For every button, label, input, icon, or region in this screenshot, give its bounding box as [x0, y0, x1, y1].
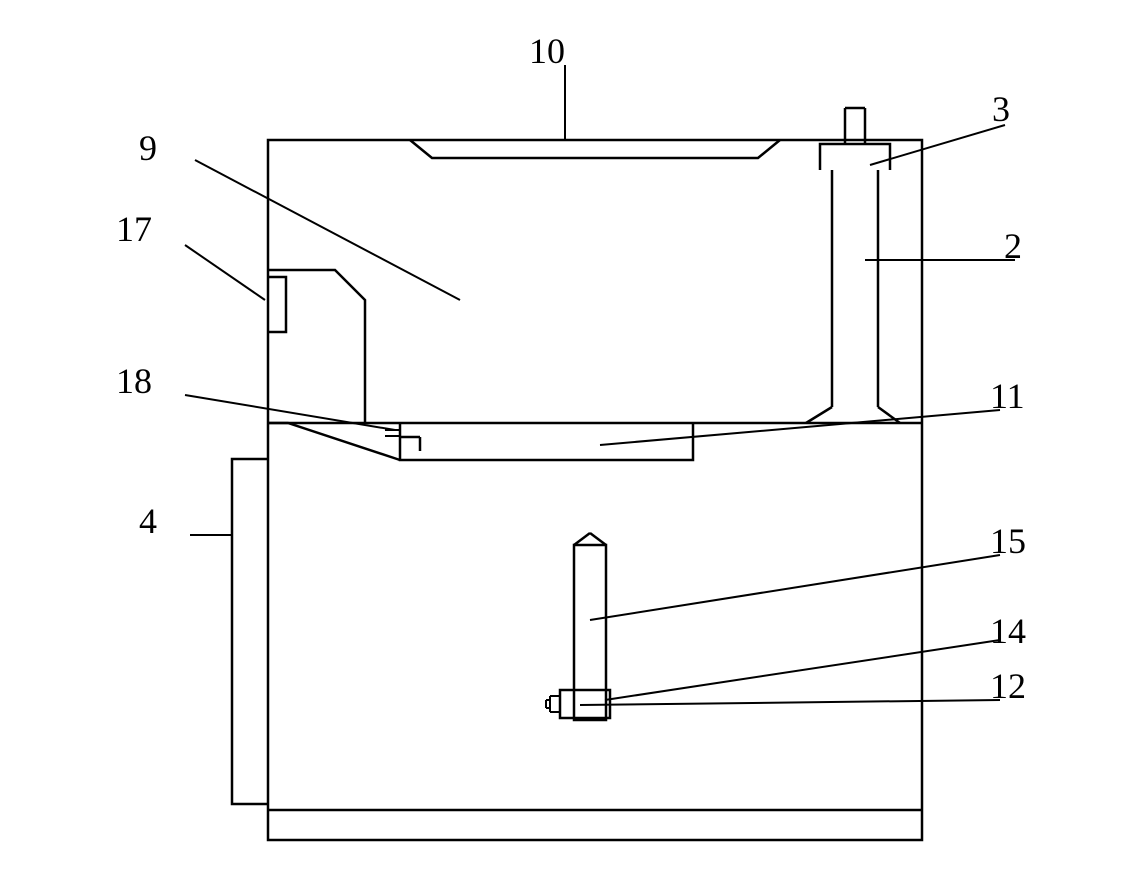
callout-label-17: 17 [116, 208, 152, 250]
callout-label-3: 3 [992, 88, 1010, 130]
callout-label-9: 9 [139, 127, 157, 169]
technical-drawing-svg [0, 0, 1135, 882]
callout-label-11: 11 [990, 375, 1025, 417]
callout-label-2: 2 [1004, 225, 1022, 267]
callout-label-14: 14 [990, 610, 1026, 652]
callout-label-18: 18 [116, 360, 152, 402]
callout-label-10: 10 [529, 30, 565, 72]
callout-label-4: 4 [139, 500, 157, 542]
diagram-container: 10 3 9 17 2 18 11 4 15 14 12 [0, 0, 1135, 882]
callout-label-12: 12 [990, 665, 1026, 707]
callout-label-15: 15 [990, 520, 1026, 562]
